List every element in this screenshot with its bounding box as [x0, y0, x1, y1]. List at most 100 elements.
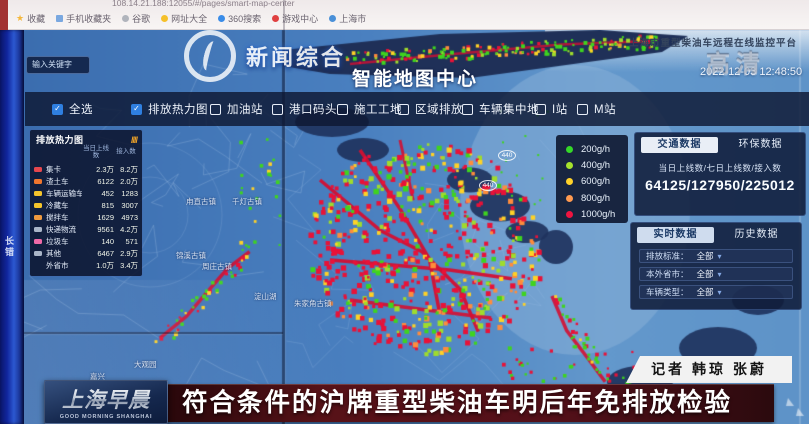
layer-checkbox-3[interactable]: 加油站 — [210, 102, 263, 116]
column-header-online: 当日上线数 — [83, 145, 109, 159]
bookmark-item[interactable]: 上海市 — [329, 12, 366, 25]
vehicle-type-label: 集卡 — [46, 164, 61, 174]
layer-checkbox-5[interactable]: 施工工地 — [337, 102, 402, 116]
bookmark-item[interactable]: 360搜索 — [218, 12, 261, 25]
legend-label: 200g/h — [581, 143, 611, 155]
access-count: 4.2万 — [120, 224, 138, 234]
checkbox-icon[interactable] — [462, 103, 473, 115]
online-count: 9561 — [97, 224, 114, 234]
legend-dot-icon — [566, 194, 573, 202]
bookmark-dot-icon — [329, 15, 337, 22]
legend-item: 800g/h — [566, 190, 628, 206]
checkbox-icon[interactable] — [337, 103, 348, 115]
map-label: 锦溪古镇 — [176, 251, 206, 260]
filter-dropdowns: 排放标准： 全部 ▾ 本外省市： 全部 ▾ 车辆类型： 全部 ▾ — [631, 249, 801, 299]
layer-checkbox-2[interactable]: 排放热力图 — [131, 102, 208, 116]
bookmark-label: 360搜索 — [228, 14, 262, 24]
tab-env-data[interactable]: 环保数据 — [738, 139, 783, 150]
layer-checkbox-4[interactable]: 港口码头 — [272, 102, 337, 116]
online-count: 6122 — [97, 176, 114, 186]
bookmark-item[interactable]: ★ 收藏 — [16, 12, 45, 25]
access-count: 4973 — [121, 212, 138, 222]
bookmark-item[interactable]: 手机收藏夹 — [56, 12, 111, 25]
filter-dropdown[interactable]: 本外省市： 全部 ▾ — [639, 267, 793, 281]
truck-icon — [34, 178, 42, 184]
filter-dropdown[interactable]: 排放标准： 全部 ▾ — [639, 249, 793, 263]
table-row[interactable]: 搅拌车 1629 4973 — [30, 211, 142, 223]
map-label: 大观园 — [134, 360, 157, 369]
checkbox-icon[interactable] — [210, 103, 221, 115]
channel-logo-icon — [184, 30, 236, 82]
truck-icon — [34, 238, 42, 244]
layer-checkbox-8[interactable]: I站 — [535, 102, 568, 116]
map-label: 嘉兴 — [90, 372, 105, 381]
heat-panel-title: 排放热力图 — [36, 135, 84, 145]
address-url[interactable]: 108.14.21.188:12055/#/pages/smart-map-ce… — [112, 0, 295, 8]
layer-checkbox-6[interactable]: 区域排放 — [398, 102, 463, 116]
checkbox-icon[interactable] — [577, 103, 588, 115]
checkbox-icon[interactable] — [535, 103, 546, 115]
bookmark-item[interactable]: 游戏中心 — [272, 12, 318, 25]
legend-item: 600g/h — [566, 174, 628, 190]
search-placeholder: 输入关键字 — [32, 60, 72, 69]
map-search-input[interactable]: 输入关键字 — [26, 56, 90, 74]
datetime-label: 2022-12-03 12:48:50 — [700, 66, 803, 78]
checkbox-checked-icon[interactable] — [131, 103, 142, 115]
table-row[interactable]: 渣土车 6122 2.0万 — [30, 175, 142, 187]
tab-traffic-data[interactable]: 交通数据 — [641, 137, 718, 153]
bookmark-dot-icon — [218, 15, 226, 22]
chevron-down-icon: ▾ — [717, 287, 722, 297]
heat-legend: 200g/h 400g/h 600g/h 800g/h 1000g/h — [556, 135, 628, 223]
bookmark-dot-icon — [122, 15, 130, 22]
table-row[interactable]: 外省市 1.0万 3.4万 — [30, 259, 142, 271]
headline-text: 符合条件的沪牌重型柴油车明后年免排放检验 — [182, 389, 733, 417]
bookmark-label: 上海市 — [339, 14, 367, 24]
checkbox-icon[interactable] — [272, 103, 283, 115]
checkbox-icon[interactable] — [398, 103, 409, 115]
online-count: 1629 — [97, 212, 114, 222]
filter-value: 全部 — [696, 287, 714, 297]
truck-icon — [34, 226, 42, 232]
truck-icon — [34, 166, 42, 172]
layer-toolbar: 全选 排放热力图 加油站 港口码头 施工工地 区域排放 车辆集中地 I站 M站 — [25, 92, 809, 126]
browser-bar: 108.14.21.188:12055/#/pages/smart-map-ce… — [8, 0, 809, 30]
reporter-credit: 记者 韩琼 张蔚 — [626, 356, 792, 383]
table-row[interactable]: 车辆运输车 452 1283 — [30, 187, 142, 199]
platform-title: 上海市重型柴油车远程在线监控平台 — [628, 38, 797, 49]
heat-table-panel: 排放热力图 //// 当日上线数 接入数 集卡 2.3万 8.2万 渣土车 6122 2.… — [30, 130, 142, 276]
tab-realtime-data[interactable]: 实时数据 — [637, 227, 714, 243]
bookmark-label: 手机收藏夹 — [66, 14, 112, 24]
layer-checkbox-7[interactable]: 车辆集中地 — [462, 102, 539, 116]
video-wall-bezel: 长错 — [0, 30, 24, 424]
truck-icon — [34, 190, 42, 196]
layer-checkbox-1[interactable]: 全选 — [52, 102, 93, 116]
vehicle-type-label: 垃圾车 — [46, 236, 69, 246]
bookmark-dot-icon — [272, 15, 280, 22]
table-row[interactable]: 冷藏车 815 3007 — [30, 199, 142, 211]
map-value-bubble: 440 — [498, 150, 516, 161]
access-count: 571 — [125, 236, 138, 246]
table-row[interactable]: 垃圾车 140 571 — [30, 235, 142, 247]
checkbox-checked-icon[interactable] — [52, 103, 63, 115]
online-count: 2.3万 — [96, 164, 114, 174]
checkbox-label: 港口码头 — [289, 104, 337, 116]
layer-checkbox-9[interactable]: M站 — [577, 102, 616, 116]
news-ticker: 符合条件的沪牌重型柴油车明后年免排放检验 — [148, 384, 774, 422]
vehicle-type-label: 冷藏车 — [46, 200, 69, 210]
vehicle-type-label: 快递物流 — [46, 224, 76, 234]
program-logo-subtext: GOOD MORNING SHANGHAI — [59, 414, 153, 420]
bookmark-item[interactable]: 谷歌 — [122, 12, 150, 25]
slash-decoration-icon: //// — [130, 134, 138, 145]
checkbox-label: 排放热力图 — [148, 104, 208, 116]
filter-dropdown[interactable]: 车辆类型： 全部 ▾ — [639, 285, 793, 299]
legend-label: 600g/h — [581, 176, 611, 188]
tab-history-data[interactable]: 历史数据 — [734, 229, 779, 240]
star-icon: ★ — [16, 13, 25, 23]
traffic-data-panel: 交通数据 环保数据 当日上线数/七日上线数/接入数 64125/127950/2… — [634, 132, 806, 216]
bookmark-item[interactable]: 网址大全 — [161, 12, 207, 25]
legend-item: 1000g/h — [566, 207, 628, 223]
table-row[interactable]: 快递物流 9561 4.2万 — [30, 223, 142, 235]
table-row[interactable]: 集卡 2.3万 8.2万 — [30, 163, 142, 175]
table-row[interactable]: 其他 6467 2.9万 — [30, 247, 142, 259]
metric-label: 当日上线数/七日上线数/接入数 — [658, 163, 782, 173]
